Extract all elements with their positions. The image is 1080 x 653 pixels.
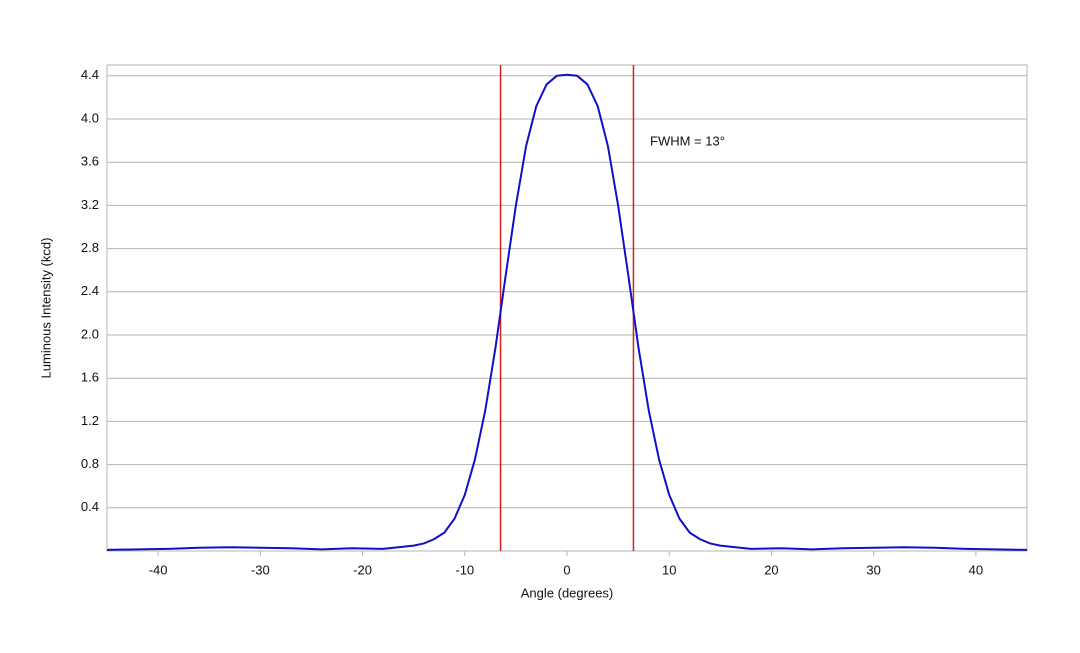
annotation: FWHM = 13° xyxy=(650,133,725,148)
y-tick-label: 2.0 xyxy=(81,326,99,341)
x-tick-label: 10 xyxy=(662,562,676,577)
x-tick-label: -10 xyxy=(455,562,474,577)
y-tick-label: 2.8 xyxy=(81,240,99,255)
y-tick-label: 0.4 xyxy=(81,499,99,514)
x-tick-label: -40 xyxy=(149,562,168,577)
y-tick-label: 1.6 xyxy=(81,370,99,385)
y-tick-label: 4.0 xyxy=(81,110,99,125)
y-tick-label: 0.8 xyxy=(81,456,99,471)
y-tick-label: 2.4 xyxy=(81,283,99,298)
x-axis-label: Angle (degrees) xyxy=(521,585,614,600)
y-tick-label: 4.4 xyxy=(81,67,99,82)
x-tick-label: 20 xyxy=(764,562,778,577)
curve xyxy=(106,73,1028,551)
x-tick-label: -30 xyxy=(251,562,270,577)
x-tick-label: 40 xyxy=(969,562,983,577)
plot-border xyxy=(106,64,1028,552)
y-tick-label: 1.2 xyxy=(81,413,99,428)
x-tick-label: 30 xyxy=(866,562,880,577)
x-tick-label: 0 xyxy=(563,562,570,577)
y-axis-label: Luminous Intensity (kcd) xyxy=(38,238,53,379)
y-tick-label: 3.6 xyxy=(81,154,99,169)
y-tick-label: 3.2 xyxy=(81,197,99,212)
x-tick-label: -20 xyxy=(353,562,372,577)
